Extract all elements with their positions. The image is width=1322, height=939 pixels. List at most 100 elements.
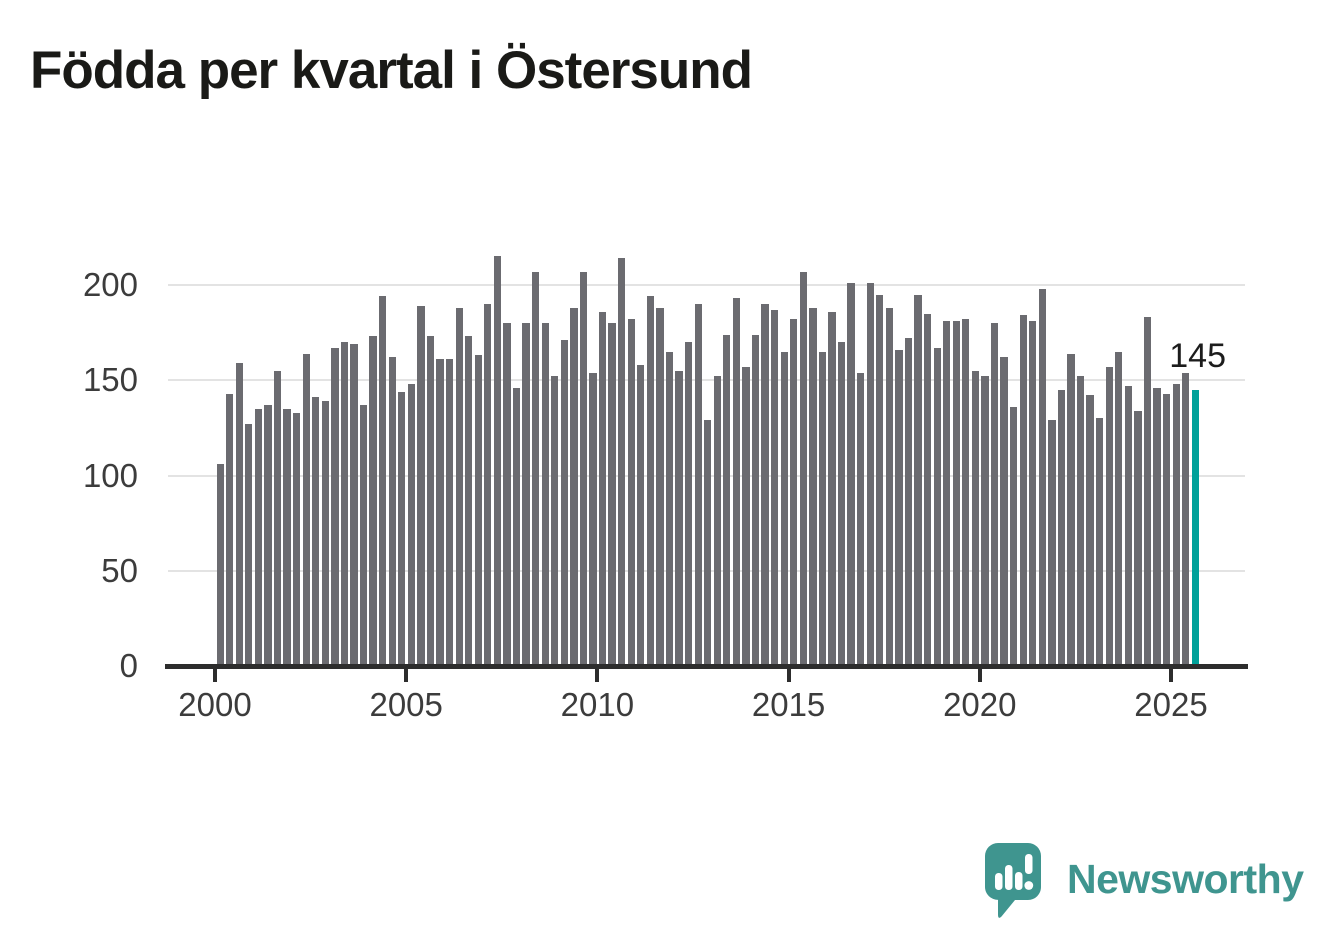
bar-2016-Q3 xyxy=(847,283,855,666)
x-axis-label-2010: 2010 xyxy=(560,686,635,723)
bar-2019-Q2 xyxy=(952,321,960,666)
bar-2017-Q1 xyxy=(866,283,874,666)
x-axis-label-2025: 2025 xyxy=(1134,686,1208,723)
bar-2004-Q4 xyxy=(398,391,406,666)
bar-2009-Q3 xyxy=(579,271,588,666)
bar-2003-Q4 xyxy=(359,405,368,666)
bar-2024-Q4 xyxy=(1162,393,1171,666)
bar-2004-Q2 xyxy=(379,296,387,666)
bar-2012-Q3 xyxy=(694,304,702,666)
bar-2022-Q2 xyxy=(1067,353,1075,666)
bar-2004-Q1 xyxy=(369,336,377,666)
bar-2021-Q2 xyxy=(1029,321,1037,666)
bar-2009-Q4 xyxy=(589,372,597,666)
bar-2013-Q4 xyxy=(742,366,750,666)
bar-2003-Q1 xyxy=(331,347,339,666)
bar-2002-Q1 xyxy=(292,412,301,666)
x-axis-tick-2025 xyxy=(1169,669,1173,682)
x-axis-label-2020: 2020 xyxy=(943,686,1017,723)
x-axis-line xyxy=(165,664,1248,669)
bar-2005-Q3 xyxy=(426,336,435,666)
x-axis-tick-2005 xyxy=(404,669,409,682)
bar-2008-Q4 xyxy=(551,376,559,666)
newsworthy-logo-icon xyxy=(985,843,1041,918)
bar-2015-Q1 xyxy=(790,319,798,666)
bar-2011-Q3 xyxy=(656,307,664,666)
bar-2006-Q3 xyxy=(465,336,473,666)
x-axis-tick-2010 xyxy=(595,669,600,682)
bar-2021-Q1 xyxy=(1019,315,1027,666)
bar-2005-Q4 xyxy=(436,359,444,666)
bar-2011-Q4 xyxy=(665,351,674,666)
bar-2014-Q1 xyxy=(751,334,760,666)
newsworthy-logo-text: Newsworthy xyxy=(1067,856,1304,902)
bar-2020-Q2 xyxy=(990,323,999,666)
x-axis-tick-2000 xyxy=(213,669,217,682)
bar-2010-Q2 xyxy=(608,323,616,666)
bar-2018-Q1 xyxy=(904,338,913,666)
bar-2013-Q1 xyxy=(713,376,721,666)
bar-2010-Q3 xyxy=(618,258,626,666)
bar-2021-Q3 xyxy=(1038,288,1046,666)
bar-2007-Q1 xyxy=(484,304,492,666)
bar-2023-Q2 xyxy=(1105,366,1113,666)
x-axis-tick-2020 xyxy=(977,669,982,682)
bar-2017-Q2 xyxy=(876,294,884,666)
last-value-label: 145 xyxy=(1169,337,1226,375)
gridline-150 xyxy=(168,379,1245,382)
bar-2001-Q3 xyxy=(273,370,282,666)
bar-2024-Q2 xyxy=(1143,317,1152,666)
bar-2004-Q3 xyxy=(388,357,396,666)
bar-2017-Q4 xyxy=(895,349,903,666)
bar-2014-Q3 xyxy=(770,309,779,666)
bar-2025-Q3-highlighted xyxy=(1191,389,1199,666)
y-axis-label-150: 150 xyxy=(82,361,138,399)
chart-title: Födda per kvartal i Östersund xyxy=(30,41,753,100)
bar-2003-Q2 xyxy=(340,342,349,666)
bar-2015-Q4 xyxy=(818,351,827,666)
bar-2022-Q3 xyxy=(1076,376,1085,666)
bar-2019-Q4 xyxy=(971,370,980,666)
bar-2013-Q3 xyxy=(732,298,741,666)
bar-2011-Q1 xyxy=(637,365,645,666)
bar-2018-Q2 xyxy=(914,294,922,666)
y-axis-label-200: 200 xyxy=(82,266,138,303)
x-axis-tick-2015 xyxy=(786,669,791,682)
bar-2020-Q1 xyxy=(981,376,989,666)
bar-2003-Q3 xyxy=(350,344,358,666)
bar-2005-Q2 xyxy=(417,305,425,666)
bar-2012-Q4 xyxy=(704,420,712,666)
bar-2015-Q2 xyxy=(799,271,807,666)
bar-2008-Q3 xyxy=(541,323,549,666)
bar-2019-Q1 xyxy=(943,321,951,666)
bar-2002-Q2 xyxy=(302,353,310,666)
bar-2006-Q4 xyxy=(474,355,482,666)
bar-2017-Q3 xyxy=(885,307,893,666)
bar-2007-Q4 xyxy=(512,387,521,666)
bar-2012-Q2 xyxy=(684,342,693,666)
bar-2001-Q2 xyxy=(264,405,272,666)
bar-2000-Q3 xyxy=(235,363,243,666)
bar-2022-Q1 xyxy=(1057,389,1066,666)
x-axis-label-2005: 2005 xyxy=(369,686,443,723)
bar-2018-Q4 xyxy=(933,347,941,666)
bar-2000-Q2 xyxy=(226,393,234,666)
bar-2016-Q2 xyxy=(837,342,846,666)
bar-2016-Q1 xyxy=(828,311,836,666)
bar-2005-Q1 xyxy=(407,384,415,666)
bar-2021-Q4 xyxy=(1048,420,1056,666)
bar-2023-Q1 xyxy=(1096,418,1104,666)
bar-2006-Q2 xyxy=(455,307,463,666)
bar-2019-Q3 xyxy=(962,319,970,666)
bar-2010-Q4 xyxy=(627,319,635,666)
bar-2001-Q1 xyxy=(254,408,263,666)
bar-2013-Q2 xyxy=(723,334,731,666)
bar-2002-Q3 xyxy=(312,397,320,666)
bar-2011-Q2 xyxy=(646,296,654,666)
bar-2015-Q3 xyxy=(809,307,817,666)
bar-2022-Q4 xyxy=(1086,395,1094,666)
bar-2018-Q3 xyxy=(923,313,932,666)
bar-2008-Q1 xyxy=(522,323,530,666)
